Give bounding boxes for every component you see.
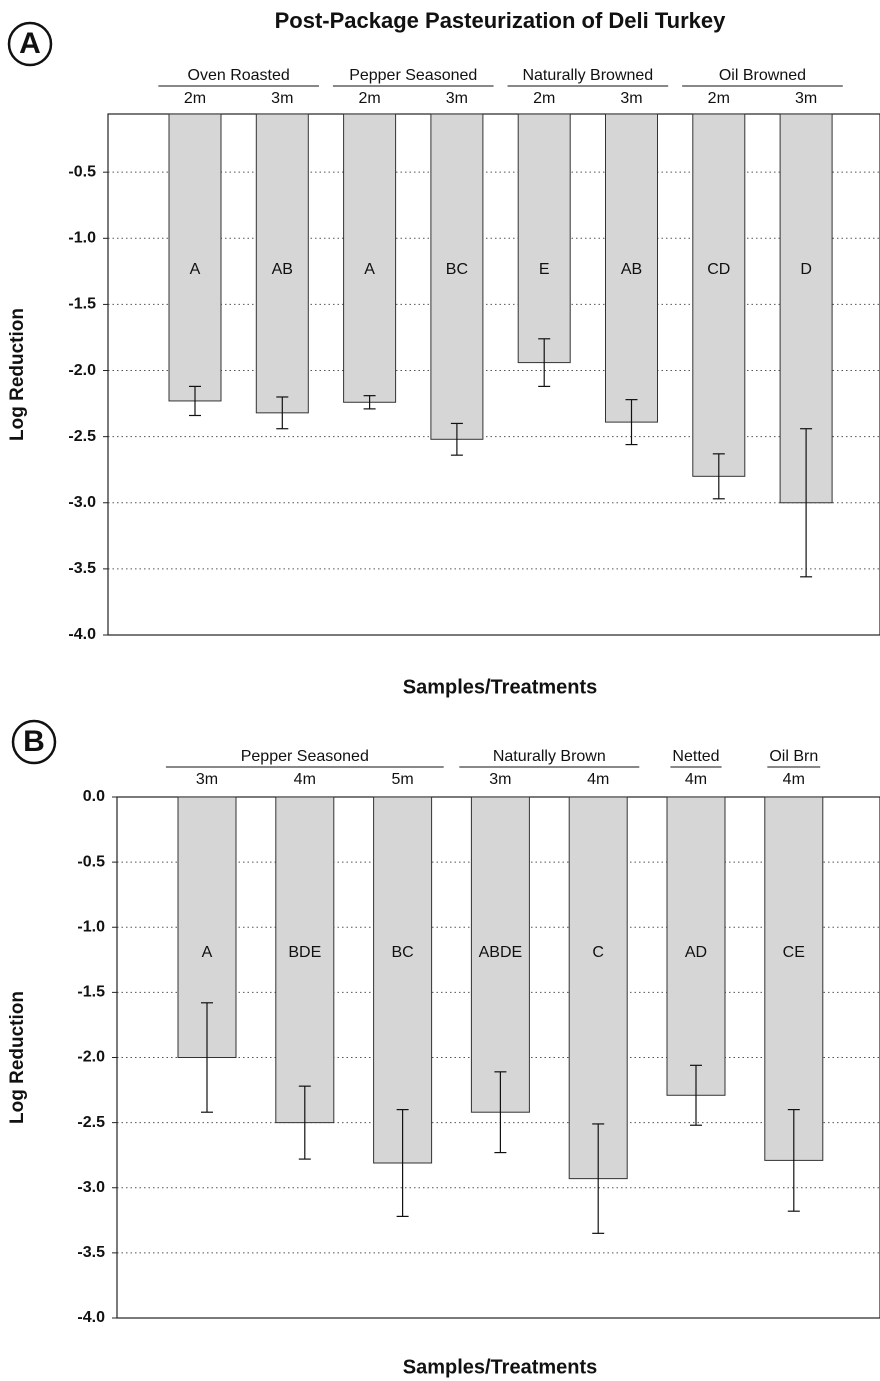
category-label: 3m	[620, 90, 642, 107]
x-axis-label: Samples/Treatments	[403, 676, 598, 698]
bar	[605, 113, 658, 423]
significance-letter: AD	[685, 944, 707, 961]
category-label: 3m	[446, 90, 468, 107]
significance-letter: C	[592, 944, 604, 961]
group-label: Pepper Seasoned	[349, 67, 477, 84]
group-label: Oil Brn	[769, 748, 818, 765]
significance-letter: BDE	[288, 944, 321, 961]
y-axis-label: Log Reduction	[7, 991, 28, 1124]
x-axis-label: Samples/Treatments	[403, 1356, 598, 1378]
significance-letter: ABDE	[479, 944, 523, 961]
category-label: 4m	[587, 771, 609, 788]
y-tick-label: -0.5	[77, 853, 105, 870]
category-label: 3m	[795, 90, 817, 107]
significance-letter: A	[202, 944, 213, 961]
y-tick-label: -2.0	[68, 362, 96, 379]
bar	[764, 796, 824, 1161]
group-label: Oil Browned	[719, 67, 806, 84]
panel-tag: B	[23, 725, 45, 758]
category-label: 2m	[358, 90, 380, 107]
category-label: 2m	[184, 90, 206, 107]
panel-tag-circle	[11, 719, 57, 765]
significance-letter: D	[800, 261, 812, 278]
group-label: Naturally Browned	[522, 67, 653, 84]
y-tick-label: -1.5	[68, 296, 96, 313]
y-tick-label: -3.0	[68, 494, 96, 511]
y-tick-label: 0.0	[83, 788, 105, 805]
category-label: 4m	[685, 771, 707, 788]
group-label: Pepper Seasoned	[241, 748, 369, 765]
significance-letter: E	[539, 261, 550, 278]
y-tick-label: -2.0	[77, 1049, 105, 1066]
bar	[517, 113, 571, 364]
bar	[343, 113, 397, 403]
y-tick-label: -2.5	[68, 428, 96, 445]
significance-letter: A	[364, 261, 375, 278]
chart-title: Post-Package Pasteurization of Deli Turk…	[275, 8, 726, 33]
y-tick-label: -2.5	[77, 1114, 105, 1131]
group-label: Oven Roasted	[188, 67, 290, 84]
significance-letter: AB	[272, 261, 293, 278]
bar	[568, 796, 628, 1180]
group-label: Naturally Brown	[493, 748, 606, 765]
y-tick-label: -1.5	[77, 984, 105, 1001]
category-label: 3m	[271, 90, 293, 107]
category-label: 2m	[533, 90, 555, 107]
y-tick-label: -1.0	[68, 230, 96, 247]
bar	[692, 113, 746, 477]
significance-letter: A	[190, 261, 201, 278]
y-tick-label: -3.0	[77, 1179, 105, 1196]
significance-letter: CE	[783, 944, 805, 961]
category-label: 5m	[391, 771, 413, 788]
category-label: 4m	[294, 771, 316, 788]
y-tick-label: -0.5	[68, 163, 96, 180]
bar	[666, 796, 726, 1096]
bar	[255, 113, 309, 414]
category-label: 4m	[783, 771, 805, 788]
category-label: 3m	[196, 771, 218, 788]
y-axis-label: Log Reduction	[7, 308, 28, 441]
y-tick-label: -4.0	[68, 626, 96, 643]
panel-tag: A	[19, 27, 41, 60]
significance-letter: AB	[621, 261, 642, 278]
panel-tag-circle	[7, 21, 53, 67]
bar	[430, 113, 484, 440]
y-tick-label: -3.5	[77, 1244, 105, 1261]
category-label: 2m	[708, 90, 730, 107]
bar	[168, 113, 222, 402]
category-label: 3m	[489, 771, 511, 788]
group-label: Netted	[672, 748, 719, 765]
significance-letter: BC	[446, 261, 468, 278]
significance-letter: CD	[707, 261, 730, 278]
plot-frame	[107, 113, 880, 636]
y-tick-label: -3.5	[68, 560, 96, 577]
bar	[373, 796, 433, 1164]
y-tick-label: -4.0	[77, 1309, 105, 1326]
y-tick-label: -1.0	[77, 918, 105, 935]
significance-letter: BC	[391, 944, 413, 961]
